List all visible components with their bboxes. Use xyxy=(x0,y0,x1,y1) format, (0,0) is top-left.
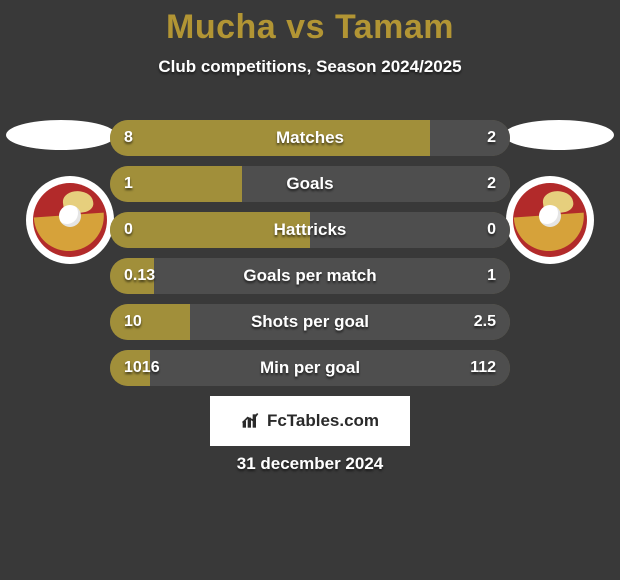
stat-row: 8Matches2 xyxy=(110,120,510,156)
stat-label: Shots per goal xyxy=(110,304,510,340)
brand-box: FcTables.com xyxy=(210,396,410,446)
stat-row: 1Goals2 xyxy=(110,166,510,202)
date-text: 31 december 2024 xyxy=(0,454,620,474)
stat-label: Matches xyxy=(110,120,510,156)
stat-row: 0Hattricks0 xyxy=(110,212,510,248)
player1-silhouette xyxy=(6,120,116,150)
title: Mucha vs Tamam xyxy=(0,0,620,47)
chart-icon xyxy=(241,411,261,431)
player1-club-badge xyxy=(26,176,114,264)
club-badge-inner xyxy=(513,183,587,257)
stat-label: Min per goal xyxy=(110,350,510,386)
player2-club-badge xyxy=(506,176,594,264)
club-badge-inner xyxy=(33,183,107,257)
stat-value-right: 2 xyxy=(487,120,496,156)
player2-name: Tamam xyxy=(335,8,454,46)
subtitle: Club competitions, Season 2024/2025 xyxy=(0,57,620,77)
title-vs: vs xyxy=(286,8,325,46)
stat-value-right: 1 xyxy=(487,258,496,294)
stat-label: Hattricks xyxy=(110,212,510,248)
player1-name: Mucha xyxy=(166,8,276,46)
stat-row: 1016Min per goal112 xyxy=(110,350,510,386)
brand-text: FcTables.com xyxy=(267,411,379,431)
comparison-card: Mucha vs Tamam Club competitions, Season… xyxy=(0,0,620,580)
stat-label: Goals per match xyxy=(110,258,510,294)
ball-icon xyxy=(539,205,561,227)
stat-value-right: 112 xyxy=(470,350,496,386)
stat-value-right: 0 xyxy=(487,212,496,248)
stat-rows: 8Matches21Goals20Hattricks00.13Goals per… xyxy=(110,120,510,396)
stat-label: Goals xyxy=(110,166,510,202)
ball-icon xyxy=(59,205,81,227)
stat-row: 0.13Goals per match1 xyxy=(110,258,510,294)
stat-value-right: 2.5 xyxy=(474,304,496,340)
player2-silhouette xyxy=(504,120,614,150)
stat-value-right: 2 xyxy=(487,166,496,202)
stat-row: 10Shots per goal2.5 xyxy=(110,304,510,340)
